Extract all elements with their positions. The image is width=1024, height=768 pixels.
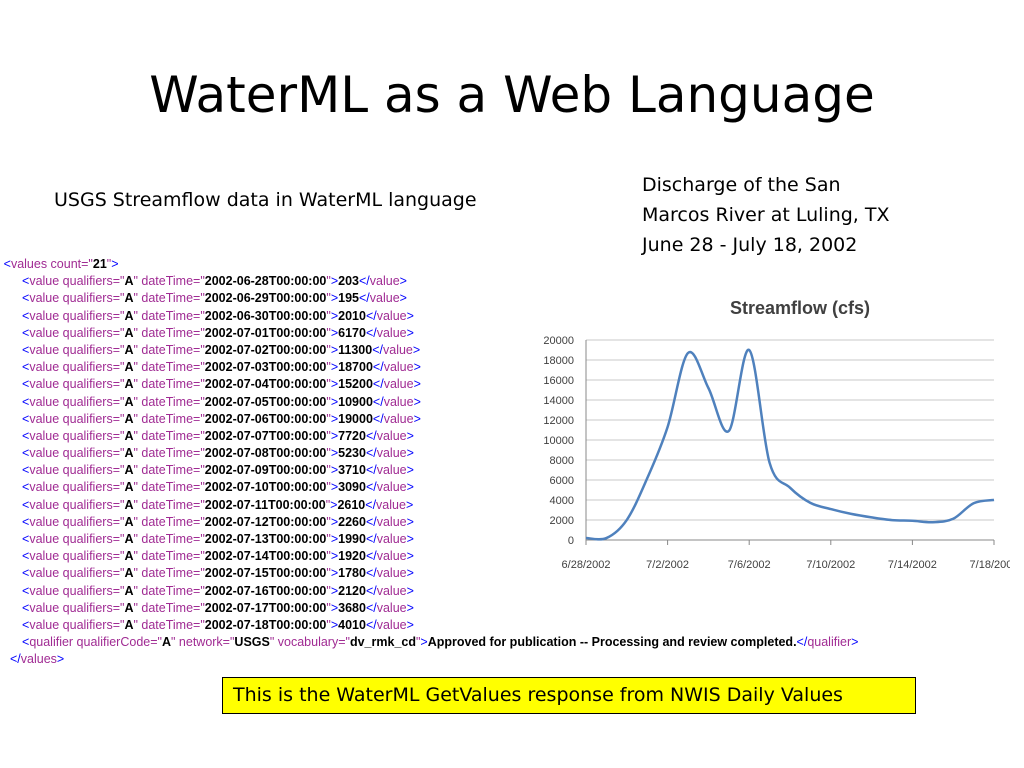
y-tick-label: 16000 <box>543 375 574 387</box>
xml-value-row: <value qualifiers="A" dateTime="2002-06-… <box>22 274 407 289</box>
chart-caption-line: Marcos River at Luling, TX <box>642 204 890 226</box>
xml-value-row: <value qualifiers="A" dateTime="2002-07-… <box>22 342 421 357</box>
y-tick-label: 6000 <box>550 475 574 487</box>
chart-caption-line: June 28 - July 18, 2002 <box>642 234 858 256</box>
xml-value-row: <value qualifiers="A" dateTime="2002-07-… <box>22 617 414 632</box>
y-tick-label: 4000 <box>550 495 574 507</box>
y-tick-label: 20000 <box>543 335 574 347</box>
x-tick-label: 7/6/2002 <box>728 559 771 571</box>
xml-value-row: <value qualifiers="A" dateTime="2002-07-… <box>22 325 414 340</box>
xml-value-row: <value qualifiers="A" dateTime="2002-07-… <box>22 377 421 392</box>
x-tick-label: 7/2/2002 <box>646 559 689 571</box>
xml-value-row: <value qualifiers="A" dateTime="2002-07-… <box>22 360 421 375</box>
x-tick-label: 6/28/2002 <box>562 559 611 571</box>
chart-caption-line: Discharge of the San <box>642 174 841 196</box>
xml-value-row: <value qualifiers="A" dateTime="2002-07-… <box>22 583 414 598</box>
xml-value-row: <value qualifiers="A" dateTime="2002-06-… <box>22 308 414 323</box>
y-tick-label: 2000 <box>550 515 574 527</box>
x-tick-label: 7/10/2002 <box>806 559 855 571</box>
callout-note: This is the WaterML GetValues response f… <box>222 677 916 714</box>
chart-caption: Discharge of the San Marcos River at Lul… <box>642 170 962 260</box>
xml-values-open: - <values count="21"> <box>0 256 858 273</box>
xml-value-row: <value qualifiers="A" dateTime="2002-07-… <box>22 394 421 409</box>
xml-value-row: <value qualifiers="A" dateTime="2002-07-… <box>22 600 414 615</box>
xml-value-row: <value qualifiers="A" dateTime="2002-07-… <box>22 532 414 546</box>
y-tick-label: 18000 <box>543 355 574 367</box>
collapse-toggle[interactable]: - <box>0 257 4 271</box>
xml-value-row: <value qualifiers="A" dateTime="2002-07-… <box>22 497 414 512</box>
xml-caption: USGS Streamflow data in WaterML language <box>54 189 477 211</box>
y-tick-label: 10000 <box>543 435 574 447</box>
streamflow-series-line <box>585 348 995 541</box>
xml-value-row: <value qualifiers="A" dateTime="2002-07-… <box>22 446 414 461</box>
xml-value-row: <value qualifiers="A" dateTime="2002-07-… <box>22 411 421 426</box>
y-tick-label: 8000 <box>550 455 574 467</box>
xml-value-row: <value qualifiers="A" dateTime="2002-07-… <box>22 566 414 581</box>
streamflow-chart: Streamflow (cfs) 0 2000 4000 6000 8000 10000 12… <box>543 298 1010 571</box>
y-tick-label: 14000 <box>543 395 574 407</box>
chart-title: Streamflow (cfs) <box>730 298 870 318</box>
y-tick-label: 0 <box>568 535 574 547</box>
xml-qualifier-row: <qualifier qualifierCode="A" network="US… <box>22 635 859 650</box>
xml-value-row: <value qualifiers="A" dateTime="2002-07-… <box>22 549 414 564</box>
x-tick-label: 7/14/2002 <box>888 559 937 571</box>
xml-values-close: </values> <box>10 652 65 667</box>
xml-value-row: <value qualifiers="A" dateTime="2002-07-… <box>22 428 414 443</box>
slide-title: WaterML as a Web Language <box>149 66 875 124</box>
xml-value-row: <value qualifiers="A" dateTime="2002-07-… <box>22 463 414 478</box>
x-tick-label: 7/18/2002 <box>970 559 1010 571</box>
xml-listing: - <values count="21"><value qualifiers="… <box>0 256 858 669</box>
xml-value-row: <value qualifiers="A" dateTime="2002-07-… <box>22 514 414 529</box>
xml-value-row: <value qualifiers="A" dateTime="2002-06-… <box>22 291 407 306</box>
xml-value-row: <value qualifiers="A" dateTime="2002-07-… <box>22 480 414 495</box>
y-tick-label: 12000 <box>543 415 574 427</box>
